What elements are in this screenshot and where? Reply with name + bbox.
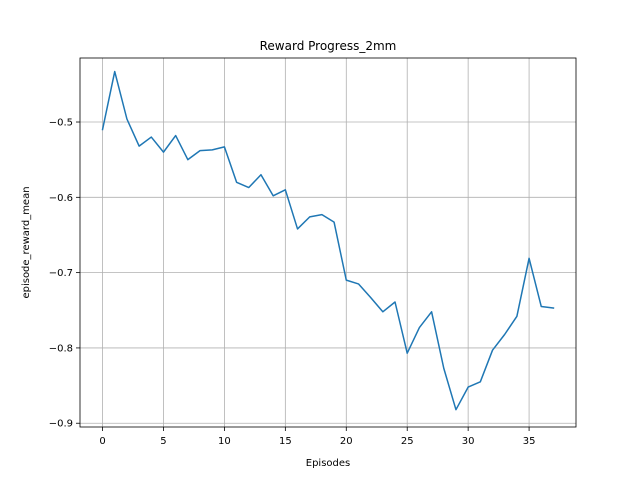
x-tick-label: 5 bbox=[160, 436, 166, 447]
x-tick-label: 10 bbox=[218, 436, 231, 447]
y-tick-label: −0.6 bbox=[49, 193, 73, 204]
y-tick-label: −0.5 bbox=[49, 118, 73, 129]
chart-title: Reward Progress_2mm bbox=[260, 39, 397, 53]
x-axis-label: Episodes bbox=[306, 458, 350, 469]
y-tick-label: −0.8 bbox=[49, 343, 73, 354]
x-tick-label: 15 bbox=[279, 436, 292, 447]
x-tick-label: 30 bbox=[462, 436, 475, 447]
y-tick-label: −0.7 bbox=[49, 268, 73, 279]
x-tick-label: 25 bbox=[401, 436, 414, 447]
y-axis-label: episode_reward_mean bbox=[21, 186, 32, 298]
series-layer bbox=[101, 70, 555, 411]
y-axis-ticks: −0.9 −0.8 −0.7 −0.6 −0.5 bbox=[49, 118, 80, 430]
x-axis-ticks: 0 5 10 15 20 25 30 35 bbox=[99, 427, 535, 447]
x-tick-label: 35 bbox=[523, 436, 536, 447]
x-tick-label: 20 bbox=[340, 436, 353, 447]
series-line bbox=[101, 70, 555, 411]
y-tick-label: −0.9 bbox=[49, 419, 73, 430]
plot-frame bbox=[79, 57, 577, 428]
x-tick-label: 0 bbox=[99, 436, 105, 447]
